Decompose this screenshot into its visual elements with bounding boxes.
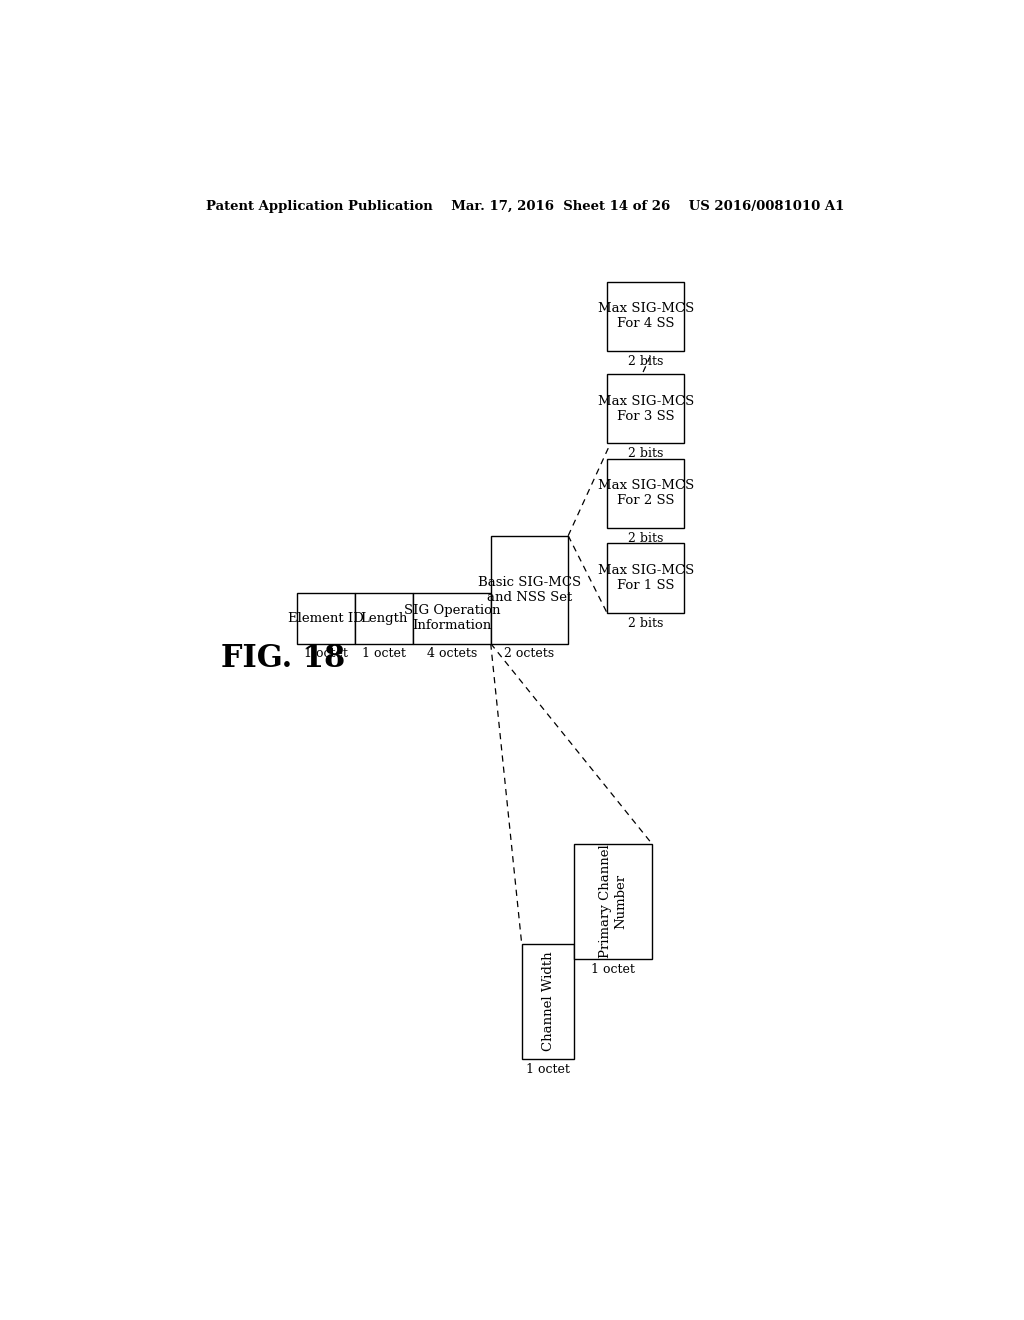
Text: Element ID: Element ID xyxy=(288,612,364,624)
Text: 1 octet: 1 octet xyxy=(526,1063,570,1076)
Bar xyxy=(355,594,414,644)
Text: Max SIG-MCS
For 2 SS: Max SIG-MCS For 2 SS xyxy=(598,479,694,507)
Text: 1 octet: 1 octet xyxy=(591,964,635,975)
Bar xyxy=(607,544,684,612)
Bar xyxy=(574,843,652,960)
Text: Patent Application Publication    Mar. 17, 2016  Sheet 14 of 26    US 2016/00810: Patent Application Publication Mar. 17, … xyxy=(206,199,844,213)
Text: Max SIG-MCS
For 1 SS: Max SIG-MCS For 1 SS xyxy=(598,564,694,593)
Text: Max SIG-MCS
For 4 SS: Max SIG-MCS For 4 SS xyxy=(598,302,694,330)
Bar xyxy=(490,536,568,644)
Text: 4 octets: 4 octets xyxy=(427,647,477,660)
Bar xyxy=(521,944,574,1059)
Text: Basic SIG-MCS
and NSS Set: Basic SIG-MCS and NSS Set xyxy=(478,576,581,603)
Bar xyxy=(607,374,684,444)
Text: 2 bits: 2 bits xyxy=(628,447,664,461)
Bar xyxy=(607,281,684,351)
Text: Primary Channel
Number: Primary Channel Number xyxy=(599,845,627,958)
Text: FIG. 18: FIG. 18 xyxy=(221,643,345,675)
Text: Length: Length xyxy=(360,612,408,624)
Text: 2 bits: 2 bits xyxy=(628,616,664,630)
Text: SIG Operation
Information: SIG Operation Information xyxy=(403,605,500,632)
Text: 1 octet: 1 octet xyxy=(362,647,407,660)
Bar xyxy=(607,459,684,528)
Text: Max SIG-MCS
For 3 SS: Max SIG-MCS For 3 SS xyxy=(598,395,694,422)
Text: 2 octets: 2 octets xyxy=(505,647,555,660)
Text: 2 bits: 2 bits xyxy=(628,532,664,545)
Bar xyxy=(414,594,490,644)
Text: 2 bits: 2 bits xyxy=(628,355,664,368)
Bar xyxy=(297,594,355,644)
Text: 1 octet: 1 octet xyxy=(304,647,348,660)
Text: Channel Width: Channel Width xyxy=(542,952,555,1051)
